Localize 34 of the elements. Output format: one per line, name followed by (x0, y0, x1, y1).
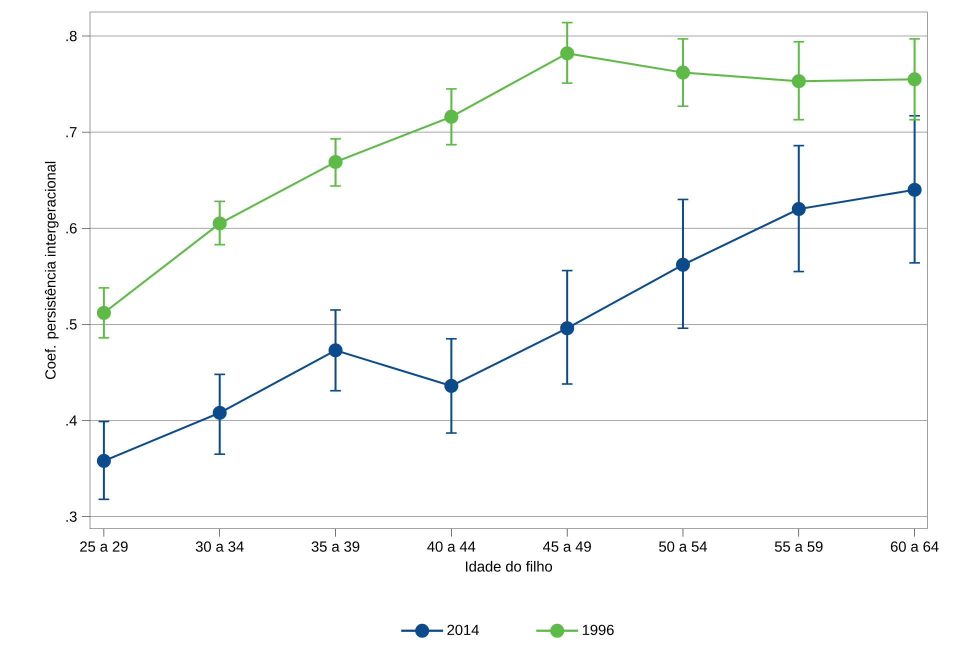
x-tick-label: 50 a 54 (659, 541, 707, 552)
x-tick-label: 60 a 64 (890, 541, 939, 552)
x-tick-label: 30 a 34 (196, 541, 244, 552)
point (444, 110, 458, 124)
y-tick-label: .4 (66, 415, 77, 426)
legend-label: 1996 (582, 624, 614, 636)
point (560, 46, 574, 60)
point (212, 216, 227, 230)
point (676, 258, 690, 272)
point (908, 72, 922, 86)
point (792, 74, 806, 88)
y-tick-label: .3 (66, 511, 77, 522)
point (212, 406, 227, 420)
x-tick-label: 45 a 49 (543, 541, 591, 552)
x-tick-label: 25 a 29 (80, 541, 128, 552)
x-tick-label: 55 a 59 (774, 541, 823, 552)
x-tick-label: 35 a 39 (312, 541, 360, 552)
legend-label: 2014 (447, 624, 479, 636)
point (96, 454, 111, 468)
point (444, 378, 458, 393)
point (908, 182, 922, 197)
y-tick-label: .5 (66, 319, 77, 330)
point (560, 321, 574, 336)
point (96, 306, 111, 320)
point (328, 343, 343, 358)
point (328, 154, 343, 169)
point (792, 202, 806, 216)
x-axis-title: Idade do filho (466, 560, 552, 572)
y-tick-label: .6 (66, 223, 77, 234)
y-tick-label: .7 (66, 127, 77, 138)
y-tick-label: .8 (66, 30, 77, 42)
point (676, 66, 690, 80)
x-tick-label: 40 a 44 (427, 541, 476, 552)
y-axis-title: Coef. persistência intergeracional (44, 162, 59, 380)
